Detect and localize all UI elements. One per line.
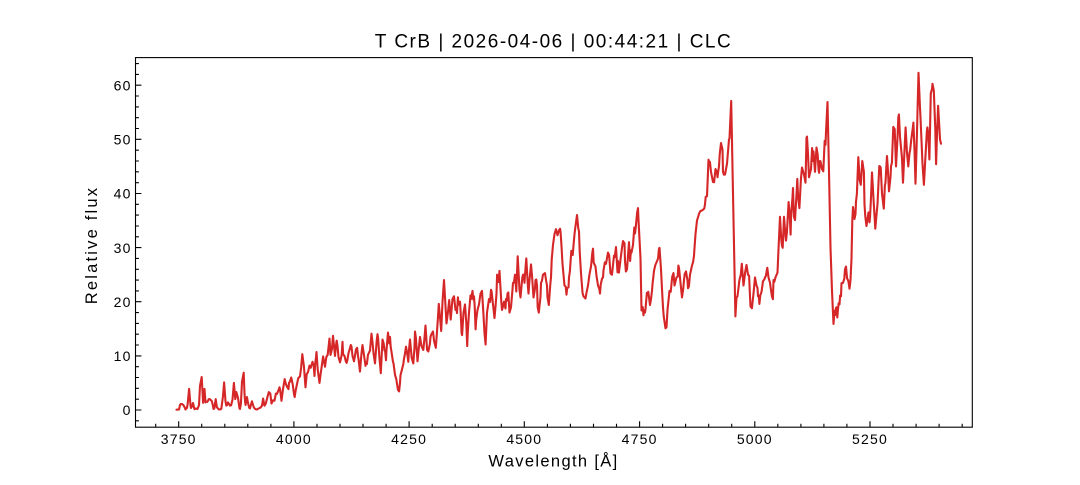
svg-text:4500: 4500 (506, 431, 542, 447)
svg-text:3750: 3750 (161, 431, 197, 447)
svg-text:40: 40 (114, 186, 132, 202)
svg-text:Relative flux: Relative flux (83, 186, 101, 304)
svg-text:0: 0 (123, 402, 132, 418)
svg-text:4750: 4750 (622, 431, 658, 447)
svg-text:Wavelength [Å]: Wavelength [Å] (488, 452, 618, 471)
svg-text:5000: 5000 (737, 431, 773, 447)
svg-text:T CrB | 2026-04-06 | 00:44:21: T CrB | 2026-04-06 | 00:44:21 | CLC (375, 32, 732, 53)
svg-text:10: 10 (114, 348, 132, 364)
svg-text:4000: 4000 (276, 431, 312, 447)
svg-text:30: 30 (114, 240, 132, 256)
svg-text:5250: 5250 (852, 431, 888, 447)
svg-text:4250: 4250 (391, 431, 427, 447)
svg-text:20: 20 (114, 294, 132, 310)
svg-text:60: 60 (114, 77, 132, 93)
svg-text:50: 50 (114, 132, 132, 148)
